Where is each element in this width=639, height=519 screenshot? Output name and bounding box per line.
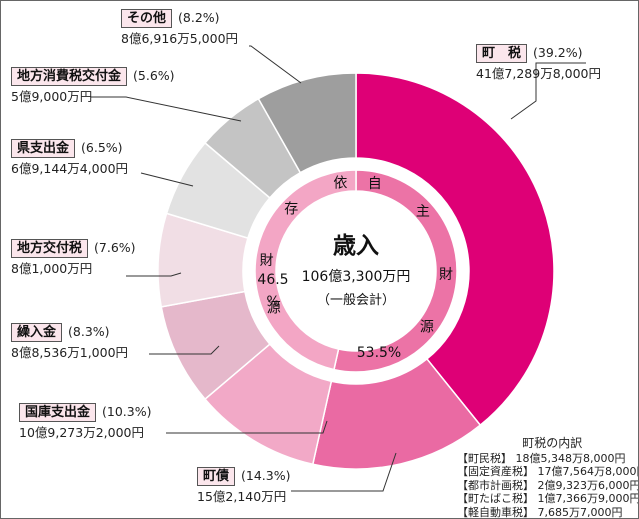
label-name: 地方消費税交付金 [11,67,128,86]
chart-title: 歳入 [333,233,379,259]
label-name: 町債 [197,467,236,486]
breakdown-row: 【固定資産税】 17億7,564万8,000円 [457,465,639,478]
leader-line [126,272,182,277]
label-amount: 10億9,273万2,000円 [19,425,144,440]
leader-line [510,62,586,120]
label-other: その他 (8.2%) 8億6,916万5,000円 [121,9,238,46]
label-amount: 8億6,916万5,000円 [121,31,239,46]
breakdown-row: 【町たばこ税】 1億7,366万9,000円 [457,492,639,505]
group-char: 財 [439,267,453,283]
label-amount: 5億9,000万円 [11,89,93,104]
town-tax-breakdown: 町税の内訳 【町民税】 18億5,348万8,000円 【固定資産税】 17億7… [457,436,639,519]
group-char: 財 [260,253,274,269]
label-prefecture-subsidy: 県支出金 (6.5%) 6億9,144万4,000円 [11,139,128,176]
breakdown-title: 町税の内訳 [522,436,583,450]
label-national-subsidy: 国庫支出金 (10.3%) 10億9,273万2,000円 [19,403,151,440]
label-amount: 15億2,140万円 [197,489,287,504]
chart-subtitle: （一般会計） [317,292,395,308]
leader-line [140,172,194,187]
label-amount: 8億1,000万円 [11,261,93,276]
group-char: 存 [284,201,298,217]
breakdown-row: 【都市計画税】 2億9,323万6,000円 [457,478,639,492]
pie-slice [257,72,357,174]
label-name: 県支出金 [11,139,76,158]
label-town-bond: 町債 (14.3%) 15億2,140万円 [197,467,290,504]
group-self-pct: 53.5% [357,345,401,361]
outer-slices [157,72,555,470]
breakdown-row: 【軽自動車税】 7,685万7,000円 [457,505,623,519]
label-name: 国庫支出金 [19,403,97,422]
label-consumption-tax-grant: 地方消費税交付金 (5.6%) 5億9,000万円 [11,67,175,104]
group-dependent-pct-sign: % [266,294,279,310]
label-amount: 41億7,289万8,000円 [476,66,601,81]
label-pct: (6.5%) [81,140,123,155]
label-local-allocation: 地方交付税 (7.6%) 8億1,000万円 [11,239,136,276]
leader-line [91,96,242,122]
group-dependent-pct: 46.5 [257,272,288,288]
group-ring [254,169,458,373]
label-transfer: 繰入金 (8.3%) 8億8,536万1,000円 [11,323,128,360]
leader-line [149,345,220,355]
group-char: 主 [416,204,430,220]
chart-total: 106億3,300万円 [302,269,411,285]
label-pct: (8.3%) [68,324,110,339]
leader-line [249,45,302,84]
label-pct: (7.6%) [94,240,136,255]
label-name: 町 税 [476,44,528,63]
group-dependent-revenue [254,169,357,371]
leader-line [166,420,328,434]
group-char: 源 [420,319,434,335]
label-pct: (8.2%) [178,10,220,25]
label-town-tax: 町 税 (39.2%) 41億7,289万8,000円 [476,44,601,81]
label-pct: (14.3%) [241,468,291,483]
label-name: 地方交付税 [11,239,89,258]
label-pct: (10.3%) [102,404,152,419]
center-disc [282,197,430,345]
label-pct: (5.6%) [133,68,175,83]
label-name: その他 [121,9,173,28]
group-char: 依 [333,175,347,191]
label-amount: 8億8,536万1,000円 [11,345,129,360]
leader-line [291,452,397,492]
label-name: 繰入金 [11,323,63,342]
leader-lines [91,45,586,492]
breakdown-row: 【町民税】 18億5,348万8,000円 [457,451,626,465]
label-amount: 6億9,144万4,000円 [11,161,129,176]
label-pct: (39.2%) [533,45,583,60]
group-char: 源 [267,301,281,317]
pie-slice [355,72,555,427]
group-char: 自 [368,176,382,192]
